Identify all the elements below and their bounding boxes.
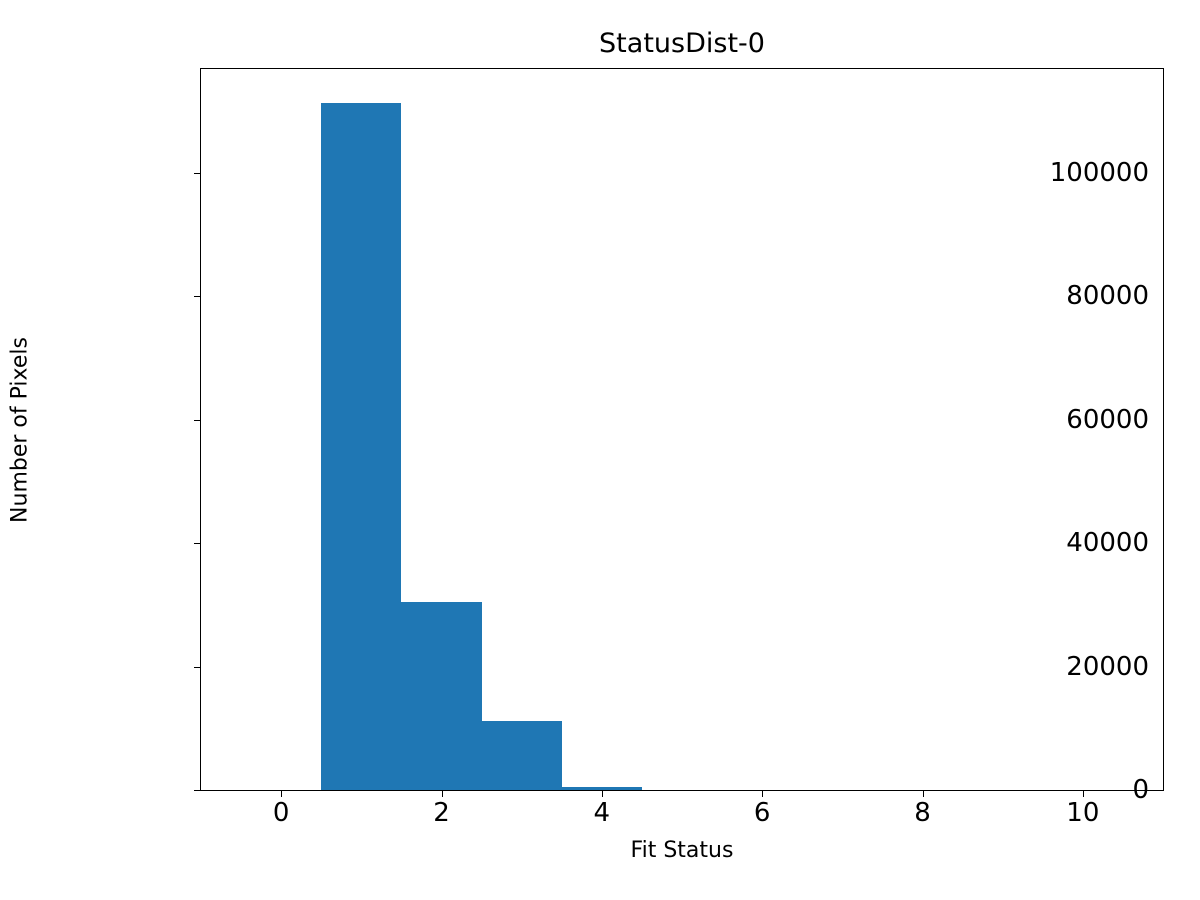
y-axis-label: Number of Pixels [7,336,33,523]
y-axis-tick [194,666,201,668]
y-axis-tick-label: 0 [1132,775,1149,805]
y-axis-tick [194,172,201,174]
x-axis-tick-label: 8 [914,798,931,828]
chart-title: StatusDist-0 [599,28,765,59]
y-axis-tick-label: 100000 [1049,157,1149,188]
y-axis-tick [194,419,201,421]
y-axis-tick-label: 40000 [1066,528,1149,559]
y-axis-tick-label: 20000 [1066,651,1149,682]
x-axis-tick-label: 4 [593,798,611,828]
plot-area: 0 20000 40000 60000 80000 100000 0 2 4 6 8 10 [194,68,1164,826]
x-axis-tick [281,790,283,797]
histogram-bar [321,102,402,790]
y-axis-tick [194,543,201,545]
x-axis-tick [1082,790,1084,797]
x-axis-label: Fit Status [630,838,734,863]
y-axis-tick [194,790,201,791]
x-axis-tick [922,790,924,797]
y-axis-tick-label: 80000 [1066,281,1149,312]
x-axis-tick-label: 2 [433,798,450,828]
x-axis-tick-label: 10 [1066,798,1100,828]
x-axis-tick-label: 0 [272,798,290,828]
y-axis-tick [194,296,201,298]
x-axis-tick [441,790,443,797]
x-axis-tick [762,790,764,797]
x-axis-tick-label: 6 [753,798,771,828]
histogram-bar [401,602,482,790]
histogram-bar [561,786,642,790]
y-axis-tick-label: 60000 [1066,404,1149,435]
x-axis-tick [601,790,603,797]
histogram-bar [481,721,562,790]
bars-container [201,69,1163,790]
y-axis-label-container: Number of Pixels [0,68,40,791]
